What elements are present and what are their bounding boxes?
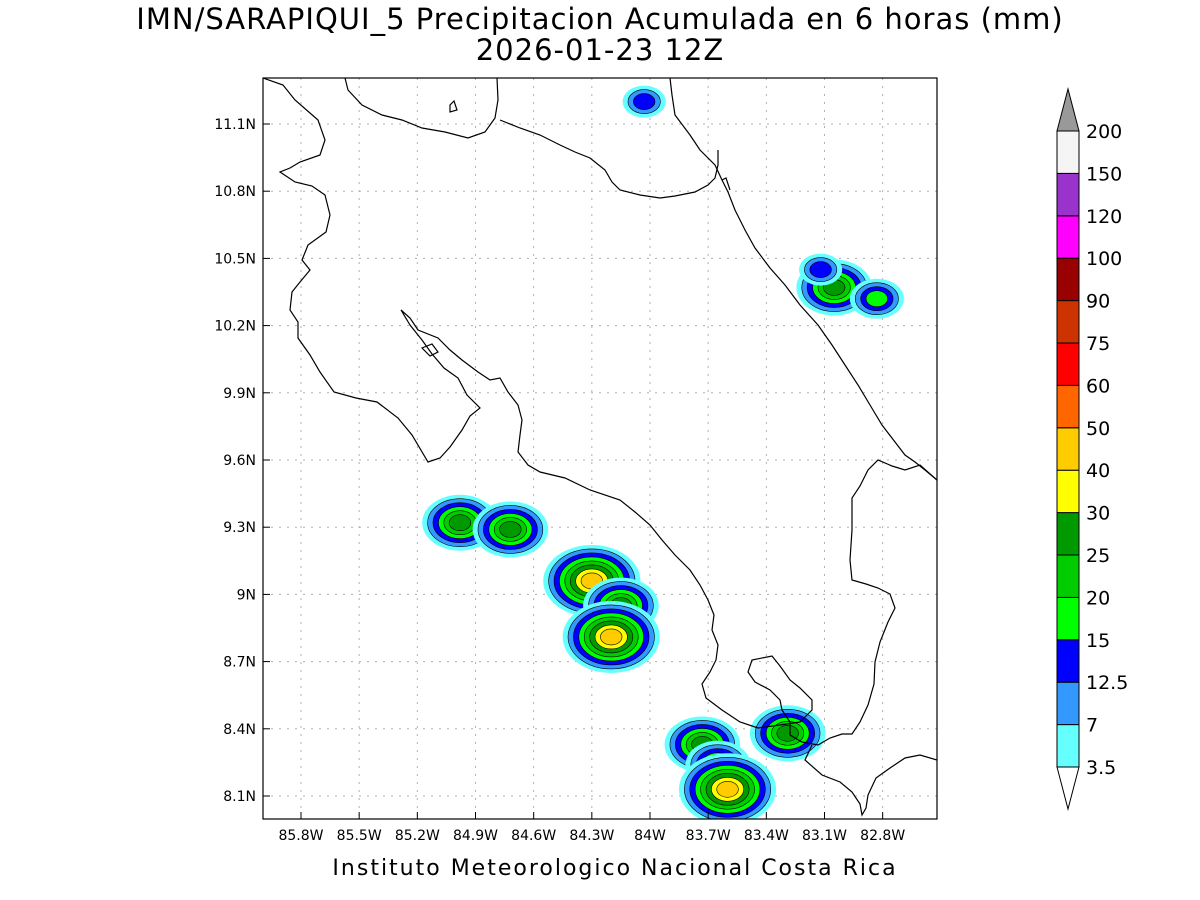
colorbar-label: 15 [1086,630,1110,652]
colorbar-swatch [1056,512,1080,556]
colorbar: 3.5 7 12.5 15 20 25 30 40 50 60 75 90 100 120 150 200 [1056,87,1128,811]
rain-contour [633,93,656,110]
rain-contour [716,780,739,798]
colorbar-label: 100 [1086,248,1122,270]
rain-cell [622,85,666,118]
colorbar-swatch [1056,554,1080,598]
colorbar-label: 90 [1086,291,1110,313]
map-frame [262,77,938,820]
lon-tick-label: 85.8W [278,828,323,844]
rain-cell [749,705,826,762]
lon-tick-label: 83.7W [686,828,731,844]
lon-tick-label: 85.5W [337,828,382,844]
lon-tick-label: 83.1W [802,828,847,844]
colorbar-label: 20 [1086,587,1110,609]
colorbar-label: 3.5 [1086,757,1116,779]
caribbean-bay [721,177,731,191]
colorbar-label: 120 [1086,206,1122,228]
rain-contour [865,290,888,308]
caribbean-coastline [669,78,937,481]
rain-cell [849,278,904,319]
lon-tick-label: 84.6W [511,828,556,844]
colorbar-swatch [1056,427,1080,471]
colorbar-label: 200 [1086,121,1122,143]
lon-tick-label: 82.8W [860,828,905,844]
lat-tick-label: 8.4N [223,722,256,738]
rain-contour [809,261,832,278]
rain-cell [472,501,549,558]
map-axes: 85.8W 85.5W 85.2W 84.9W 84.6W 84.3W 84W 83.7W 83… [214,117,905,844]
colorbar-swatch [1056,172,1080,217]
lat-tick-label: 11.1N [214,117,256,133]
chart-title: IMN/SARAPIQUI_5 Precipitacion Acumulada … [136,2,1064,36]
colorbar-label: 30 [1086,503,1110,525]
rain-contour [448,514,472,532]
colorbar-swatch [1056,639,1080,683]
rain-cell [678,753,777,819]
colorbar-swatch [1056,215,1080,259]
colorbar-label: 75 [1086,333,1110,355]
colorbar-label: 7 [1086,715,1098,737]
rain-cell [562,600,660,673]
colorbar-swatch [1056,130,1080,174]
lat-tick-label: 9.9N [223,386,256,402]
colorbar-swatch [1056,724,1080,768]
gridlines [263,78,937,819]
lake-nicaragua-shore [344,78,499,139]
lon-tick-label: 84.9W [453,828,498,844]
pacific-coastline [263,78,937,746]
colorbar-swatch [1056,257,1080,302]
colorbar-swatch [1056,469,1080,514]
rain-cell [799,253,843,286]
chart-subtitle: 2026-01-23 12Z [475,33,725,67]
colorbar-label: 60 [1086,375,1110,397]
colorbar-label: 40 [1086,460,1110,482]
nicoya-island [420,343,439,357]
lat-tick-label: 9.3N [223,520,256,536]
footer-credit: Instituto Meteorologico Nacional Costa R… [332,856,898,881]
colorbar-label: 25 [1086,545,1110,567]
lat-tick-label: 8.1N [223,789,256,805]
lon-tick-label: 84.3W [569,828,614,844]
rain-contour [776,724,799,742]
rain-contour [499,521,522,538]
lat-tick-label: 9N [237,587,256,603]
osa-peninsula [804,744,937,817]
lat-tick-label: 9.6N [223,453,256,469]
lon-tick-label: 83.4W [744,828,789,844]
san-juan-river [499,119,719,199]
colorbar-swatch [1056,384,1080,429]
coastlines [263,78,937,817]
colorbar-under-triangle [1056,766,1080,811]
colorbar-swatch [1056,681,1080,726]
colorbar-over-triangle [1056,87,1080,132]
lon-tick-label: 84W [634,828,666,844]
lat-tick-label: 10.2N [214,319,256,335]
lat-tick-label: 8.7N [223,655,256,671]
colorbar-swatch [1056,342,1080,386]
colorbar-swatch [1056,300,1080,344]
precipitation-field [422,85,904,819]
colorbar-label: 12.5 [1086,672,1128,694]
lon-tick-label: 85.2W [395,828,440,844]
colorbar-label: 150 [1086,163,1122,185]
rain-contour [600,628,623,646]
lat-tick-label: 10.5N [214,251,256,267]
colorbar-label: 50 [1086,418,1110,440]
colorbar-swatch [1056,596,1080,641]
lat-tick-label: 10.8N [214,184,256,200]
gulf-island [449,99,458,113]
